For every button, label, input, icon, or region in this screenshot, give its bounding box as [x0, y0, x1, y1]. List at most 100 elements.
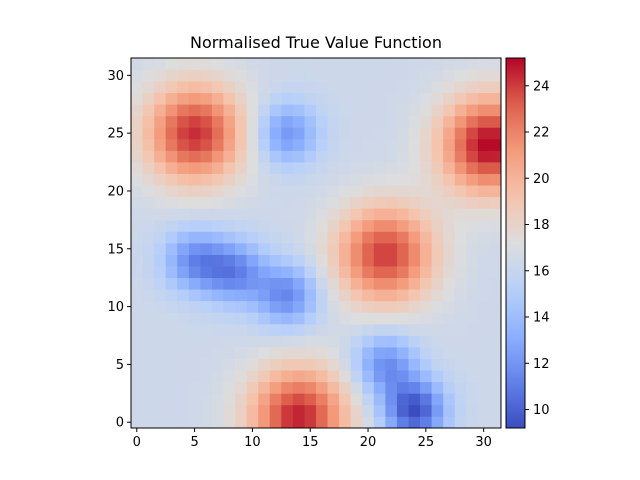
heatmap-cell: [408, 335, 421, 348]
heatmap-cell: [223, 312, 236, 325]
heatmap-cell: [350, 58, 363, 70]
heatmap-cell: [420, 92, 432, 105]
heatmap-cell: [362, 416, 375, 429]
heatmap-cell: [350, 185, 363, 198]
heatmap-cell: [235, 289, 247, 302]
heatmap-cell: [292, 381, 305, 394]
heatmap-cell: [292, 208, 305, 221]
heatmap-cell: [454, 231, 467, 244]
heatmap-cell: [327, 393, 340, 406]
heatmap-cell: [339, 127, 352, 140]
heatmap-cell: [316, 416, 328, 429]
heatmap-cell: [454, 289, 467, 302]
heatmap-cell: [142, 254, 155, 267]
heatmap-cell: [350, 104, 363, 117]
heatmap-cell: [281, 254, 294, 267]
heatmap-cell: [154, 254, 167, 267]
heatmap-cell: [316, 138, 328, 151]
heatmap-cell: [177, 323, 190, 336]
heatmap-cell: [350, 92, 363, 105]
heatmap-cell: [454, 416, 467, 429]
heatmap-cell: [142, 277, 155, 290]
heatmap-cell: [431, 81, 444, 94]
heatmap-cell: [431, 404, 444, 417]
heatmap-cell: [316, 219, 328, 232]
heatmap-cell: [281, 277, 294, 290]
heatmap-cell: [223, 185, 236, 198]
heatmap-cell: [373, 58, 386, 70]
heatmap-cell: [258, 404, 271, 417]
heatmap-cell: [373, 243, 386, 255]
heatmap-cell: [466, 92, 479, 105]
heatmap-cell: [385, 289, 398, 302]
heatmap-cell: [165, 138, 178, 151]
heatmap-cell: [362, 196, 375, 209]
x-tick-label: 25: [418, 435, 435, 450]
x-tick-label: 15: [302, 435, 319, 450]
heatmap-cell: [350, 289, 363, 302]
heatmap-cell: [339, 358, 352, 371]
heatmap-cell: [269, 393, 282, 406]
heatmap-cell: [165, 231, 178, 244]
heatmap-cell: [165, 208, 178, 221]
heatmap-cell: [131, 219, 143, 232]
heatmap-cell: [420, 185, 432, 198]
heatmap-cell: [477, 185, 490, 198]
heatmap-cell: [443, 416, 456, 429]
heatmap-cell: [385, 266, 398, 279]
heatmap-cell: [420, 69, 432, 82]
heatmap-cell: [385, 416, 398, 429]
heatmap-cell: [142, 370, 155, 383]
heatmap-cell: [396, 208, 409, 221]
heatmap-cell: [258, 196, 271, 209]
heatmap-cell: [165, 289, 178, 302]
y-tick-label: 25: [107, 127, 124, 142]
heatmap-cell: [408, 81, 421, 94]
heatmap-cell: [454, 323, 467, 336]
heatmap-cell: [188, 254, 201, 267]
x-tick-label: 30: [475, 435, 492, 450]
heatmap-cell: [420, 58, 432, 70]
heatmap-cell: [188, 150, 201, 163]
heatmap-cell: [443, 92, 456, 105]
heatmap-cell: [454, 208, 467, 221]
heatmap-cell: [443, 289, 456, 302]
heatmap-cell: [246, 150, 259, 163]
heatmap-cell: [269, 289, 282, 302]
heatmap-cell: [269, 115, 282, 128]
y-tick-label: 5: [116, 358, 124, 373]
heatmap-cell: [177, 173, 190, 186]
heatmap-cell: [396, 277, 409, 290]
heatmap-cell: [431, 92, 444, 105]
heatmap-cell: [385, 69, 398, 82]
heatmap-cell: [142, 231, 155, 244]
heatmap-cell: [165, 243, 178, 255]
heatmap-cell: [327, 381, 340, 394]
heatmap-cell: [258, 173, 271, 186]
heatmap-cell: [188, 104, 201, 117]
heatmap-cell: [420, 254, 432, 267]
heatmap-cell: [235, 104, 247, 117]
heatmap-cell: [165, 69, 178, 82]
colorbar-tick-label: 24: [533, 79, 550, 94]
heatmap-cell: [177, 150, 190, 163]
heatmap-cell: [131, 416, 143, 429]
heatmap-cell: [477, 231, 490, 244]
heatmap-cell: [327, 404, 340, 417]
heatmap-cell: [454, 185, 467, 198]
heatmap-cell: [211, 393, 224, 406]
heatmap-cell: [142, 335, 155, 348]
heatmap-cell: [223, 69, 236, 82]
heatmap-cell: [211, 69, 224, 82]
heatmap-cell: [420, 219, 432, 232]
heatmap-cells: [131, 58, 502, 429]
heatmap-cell: [466, 127, 479, 140]
heatmap-cell: [489, 208, 502, 221]
heatmap-cell: [177, 312, 190, 325]
heatmap-cell: [373, 312, 386, 325]
heatmap-cell: [281, 58, 294, 70]
heatmap-cell: [350, 219, 363, 232]
heatmap-cell: [420, 404, 432, 417]
heatmap-cell: [316, 58, 328, 70]
heatmap-cell: [211, 312, 224, 325]
